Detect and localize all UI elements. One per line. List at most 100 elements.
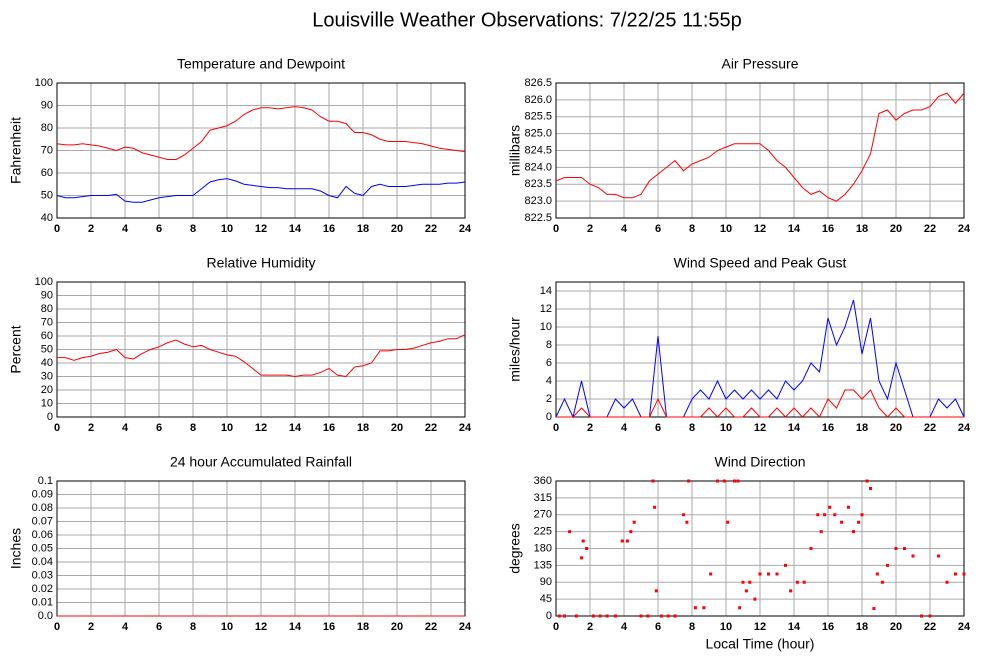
x-tick-label: 10 bbox=[221, 223, 233, 235]
y-tick-label: 60 bbox=[41, 167, 53, 179]
y-tick-label: 80 bbox=[41, 122, 53, 134]
x-tick-label: 6 bbox=[156, 422, 162, 434]
y-tick-label: 0.05 bbox=[32, 542, 53, 554]
data-point bbox=[605, 614, 609, 618]
x-tick-label: 0 bbox=[553, 621, 559, 633]
chart-title: Wind Direction bbox=[714, 454, 805, 470]
data-point bbox=[795, 580, 799, 584]
y-tick-label: 100 bbox=[35, 276, 53, 288]
x-tick-label: 8 bbox=[689, 223, 695, 235]
data-point bbox=[563, 614, 566, 618]
y-tick-label: 823.0 bbox=[524, 195, 552, 207]
x-tick-label: 6 bbox=[655, 621, 661, 633]
plot-frame bbox=[56, 281, 466, 418]
data-point bbox=[937, 554, 940, 558]
plot-frame bbox=[555, 82, 965, 219]
data-point bbox=[580, 556, 583, 560]
x-tick-label: 8 bbox=[689, 621, 695, 633]
data-point bbox=[716, 479, 719, 483]
x-tick-label: 4 bbox=[621, 422, 628, 434]
y-axis-label: miles/hour bbox=[507, 317, 523, 382]
data-point bbox=[651, 479, 655, 483]
data-point bbox=[872, 607, 876, 610]
x-tick-label: 10 bbox=[221, 422, 233, 434]
y-tick-label: 822.5 bbox=[524, 212, 552, 224]
data-point bbox=[557, 614, 561, 618]
x-tick-label: 16 bbox=[323, 422, 335, 434]
data-point bbox=[736, 479, 740, 483]
y-tick-label: 90 bbox=[41, 289, 53, 301]
data-line bbox=[556, 389, 964, 418]
x-tick-label: 16 bbox=[323, 621, 335, 633]
x-tick-label: 14 bbox=[788, 223, 801, 235]
y-tick-label: 90 bbox=[540, 576, 552, 588]
y-tick-label: 40 bbox=[41, 357, 53, 369]
y-axis-label: millibars bbox=[507, 125, 523, 176]
x-tick-label: 20 bbox=[391, 422, 403, 434]
y-tick-label: 225 bbox=[534, 526, 552, 538]
data-point bbox=[738, 606, 742, 610]
y-tick-label: 90 bbox=[41, 99, 53, 111]
data-point bbox=[568, 530, 572, 534]
x-tick-label: 8 bbox=[190, 223, 196, 235]
x-tick-label: 4 bbox=[122, 621, 129, 633]
data-point bbox=[585, 547, 589, 550]
x-tick-label: 8 bbox=[190, 621, 196, 633]
x-tick-label: 22 bbox=[924, 223, 936, 235]
y-tick-label: 10 bbox=[41, 397, 53, 409]
data-point bbox=[875, 572, 879, 576]
data-point bbox=[629, 530, 633, 534]
plot-frame bbox=[56, 82, 466, 219]
x-tick-label: 24 bbox=[459, 621, 472, 633]
y-tick-label: 50 bbox=[41, 189, 53, 201]
x-tick-label: 20 bbox=[890, 621, 902, 633]
x-tick-label: 6 bbox=[655, 223, 661, 235]
x-tick-label: 24 bbox=[958, 223, 971, 235]
data-point bbox=[591, 614, 595, 618]
y-tick-label: 45 bbox=[540, 593, 552, 605]
x-tick-label: 14 bbox=[788, 422, 801, 434]
y-tick-label: 0.03 bbox=[32, 569, 53, 581]
y-tick-label: 30 bbox=[41, 370, 53, 382]
x-tick-label: 22 bbox=[924, 422, 936, 434]
data-point bbox=[702, 606, 706, 610]
data-point bbox=[625, 539, 629, 543]
data-point bbox=[789, 589, 793, 593]
chart-title: Wind Speed and Peak Gust bbox=[674, 255, 847, 271]
data-point bbox=[653, 505, 657, 509]
x-tick-label: 12 bbox=[255, 223, 267, 235]
y-tick-label: 823.5 bbox=[524, 178, 552, 190]
data-point bbox=[614, 614, 617, 618]
x-tick-label: 4 bbox=[122, 223, 129, 235]
x-tick-label: 12 bbox=[754, 621, 766, 633]
y-tick-label: 0 bbox=[546, 610, 552, 622]
x-tick-label: 22 bbox=[425, 223, 437, 235]
x-tick-label: 10 bbox=[720, 422, 732, 434]
x-tick-label: 0 bbox=[54, 621, 60, 633]
x-tick-label: 14 bbox=[788, 621, 801, 633]
data-point bbox=[928, 614, 932, 618]
x-tick-label: 6 bbox=[156, 223, 162, 235]
data-point bbox=[894, 547, 898, 550]
y-tick-label: 0.1 bbox=[38, 475, 53, 487]
x-tick-label: 20 bbox=[890, 223, 902, 235]
x-tick-label: 6 bbox=[156, 621, 162, 633]
x-tick-label: 22 bbox=[924, 621, 936, 633]
data-point bbox=[869, 487, 872, 490]
y-tick-label: 60 bbox=[41, 330, 53, 342]
x-tick-label: 18 bbox=[856, 223, 868, 235]
x-tick-label: 16 bbox=[822, 223, 834, 235]
data-point bbox=[809, 547, 813, 550]
y-tick-label: 0.08 bbox=[32, 502, 53, 514]
y-tick-label: 824.5 bbox=[524, 144, 552, 156]
x-tick-label: 24 bbox=[958, 621, 971, 633]
x-tick-label: 10 bbox=[720, 621, 732, 633]
data-point bbox=[846, 505, 850, 509]
data-point bbox=[709, 572, 713, 576]
x-tick-label: 2 bbox=[88, 223, 94, 235]
y-tick-label: 0.02 bbox=[32, 583, 53, 595]
y-tick-label: 824.0 bbox=[524, 161, 552, 173]
data-point bbox=[911, 554, 915, 558]
data-point bbox=[687, 479, 691, 483]
y-tick-label: 20 bbox=[41, 384, 53, 396]
